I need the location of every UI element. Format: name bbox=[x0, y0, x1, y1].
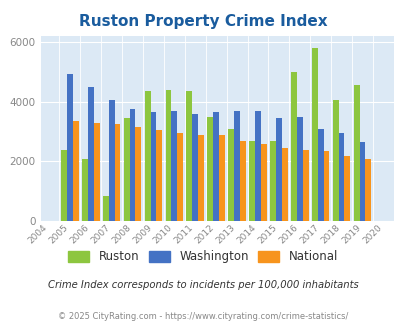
Bar bbox=[249, 141, 254, 221]
Bar bbox=[290, 72, 296, 221]
Bar bbox=[364, 158, 370, 221]
Bar bbox=[198, 135, 204, 221]
Bar bbox=[353, 85, 359, 221]
Bar bbox=[192, 114, 198, 221]
Bar bbox=[260, 144, 266, 221]
Bar bbox=[317, 129, 323, 221]
Bar bbox=[165, 90, 171, 221]
Bar bbox=[323, 151, 328, 221]
Text: Crime Index corresponds to incidents per 100,000 inhabitants: Crime Index corresponds to incidents per… bbox=[47, 280, 358, 290]
Bar bbox=[102, 196, 109, 221]
Bar bbox=[171, 111, 177, 221]
Bar bbox=[156, 130, 162, 221]
Bar bbox=[311, 48, 317, 221]
Bar bbox=[228, 129, 234, 221]
Bar bbox=[129, 109, 135, 221]
Legend: Ruston, Washington, National: Ruston, Washington, National bbox=[64, 247, 341, 267]
Bar bbox=[109, 100, 114, 221]
Bar bbox=[239, 141, 245, 221]
Bar bbox=[135, 127, 141, 221]
Bar bbox=[87, 87, 94, 221]
Bar bbox=[332, 100, 338, 221]
Bar bbox=[177, 133, 183, 221]
Bar bbox=[186, 91, 192, 221]
Bar bbox=[269, 141, 275, 221]
Bar bbox=[234, 111, 239, 221]
Bar bbox=[114, 124, 120, 221]
Bar bbox=[281, 148, 287, 221]
Bar bbox=[82, 158, 87, 221]
Bar bbox=[296, 117, 302, 221]
Bar bbox=[213, 112, 219, 221]
Bar bbox=[150, 112, 156, 221]
Text: Ruston Property Crime Index: Ruston Property Crime Index bbox=[79, 14, 326, 29]
Bar bbox=[94, 123, 99, 221]
Bar bbox=[275, 118, 281, 221]
Text: © 2025 CityRating.com - https://www.cityrating.com/crime-statistics/: © 2025 CityRating.com - https://www.city… bbox=[58, 312, 347, 321]
Bar bbox=[144, 91, 150, 221]
Bar bbox=[254, 111, 260, 221]
Bar bbox=[207, 117, 213, 221]
Bar bbox=[344, 155, 350, 221]
Bar bbox=[338, 133, 344, 221]
Bar bbox=[124, 118, 129, 221]
Bar bbox=[359, 142, 364, 221]
Bar bbox=[302, 149, 308, 221]
Bar bbox=[72, 121, 79, 221]
Bar bbox=[67, 74, 72, 221]
Bar bbox=[61, 149, 67, 221]
Bar bbox=[219, 135, 224, 221]
